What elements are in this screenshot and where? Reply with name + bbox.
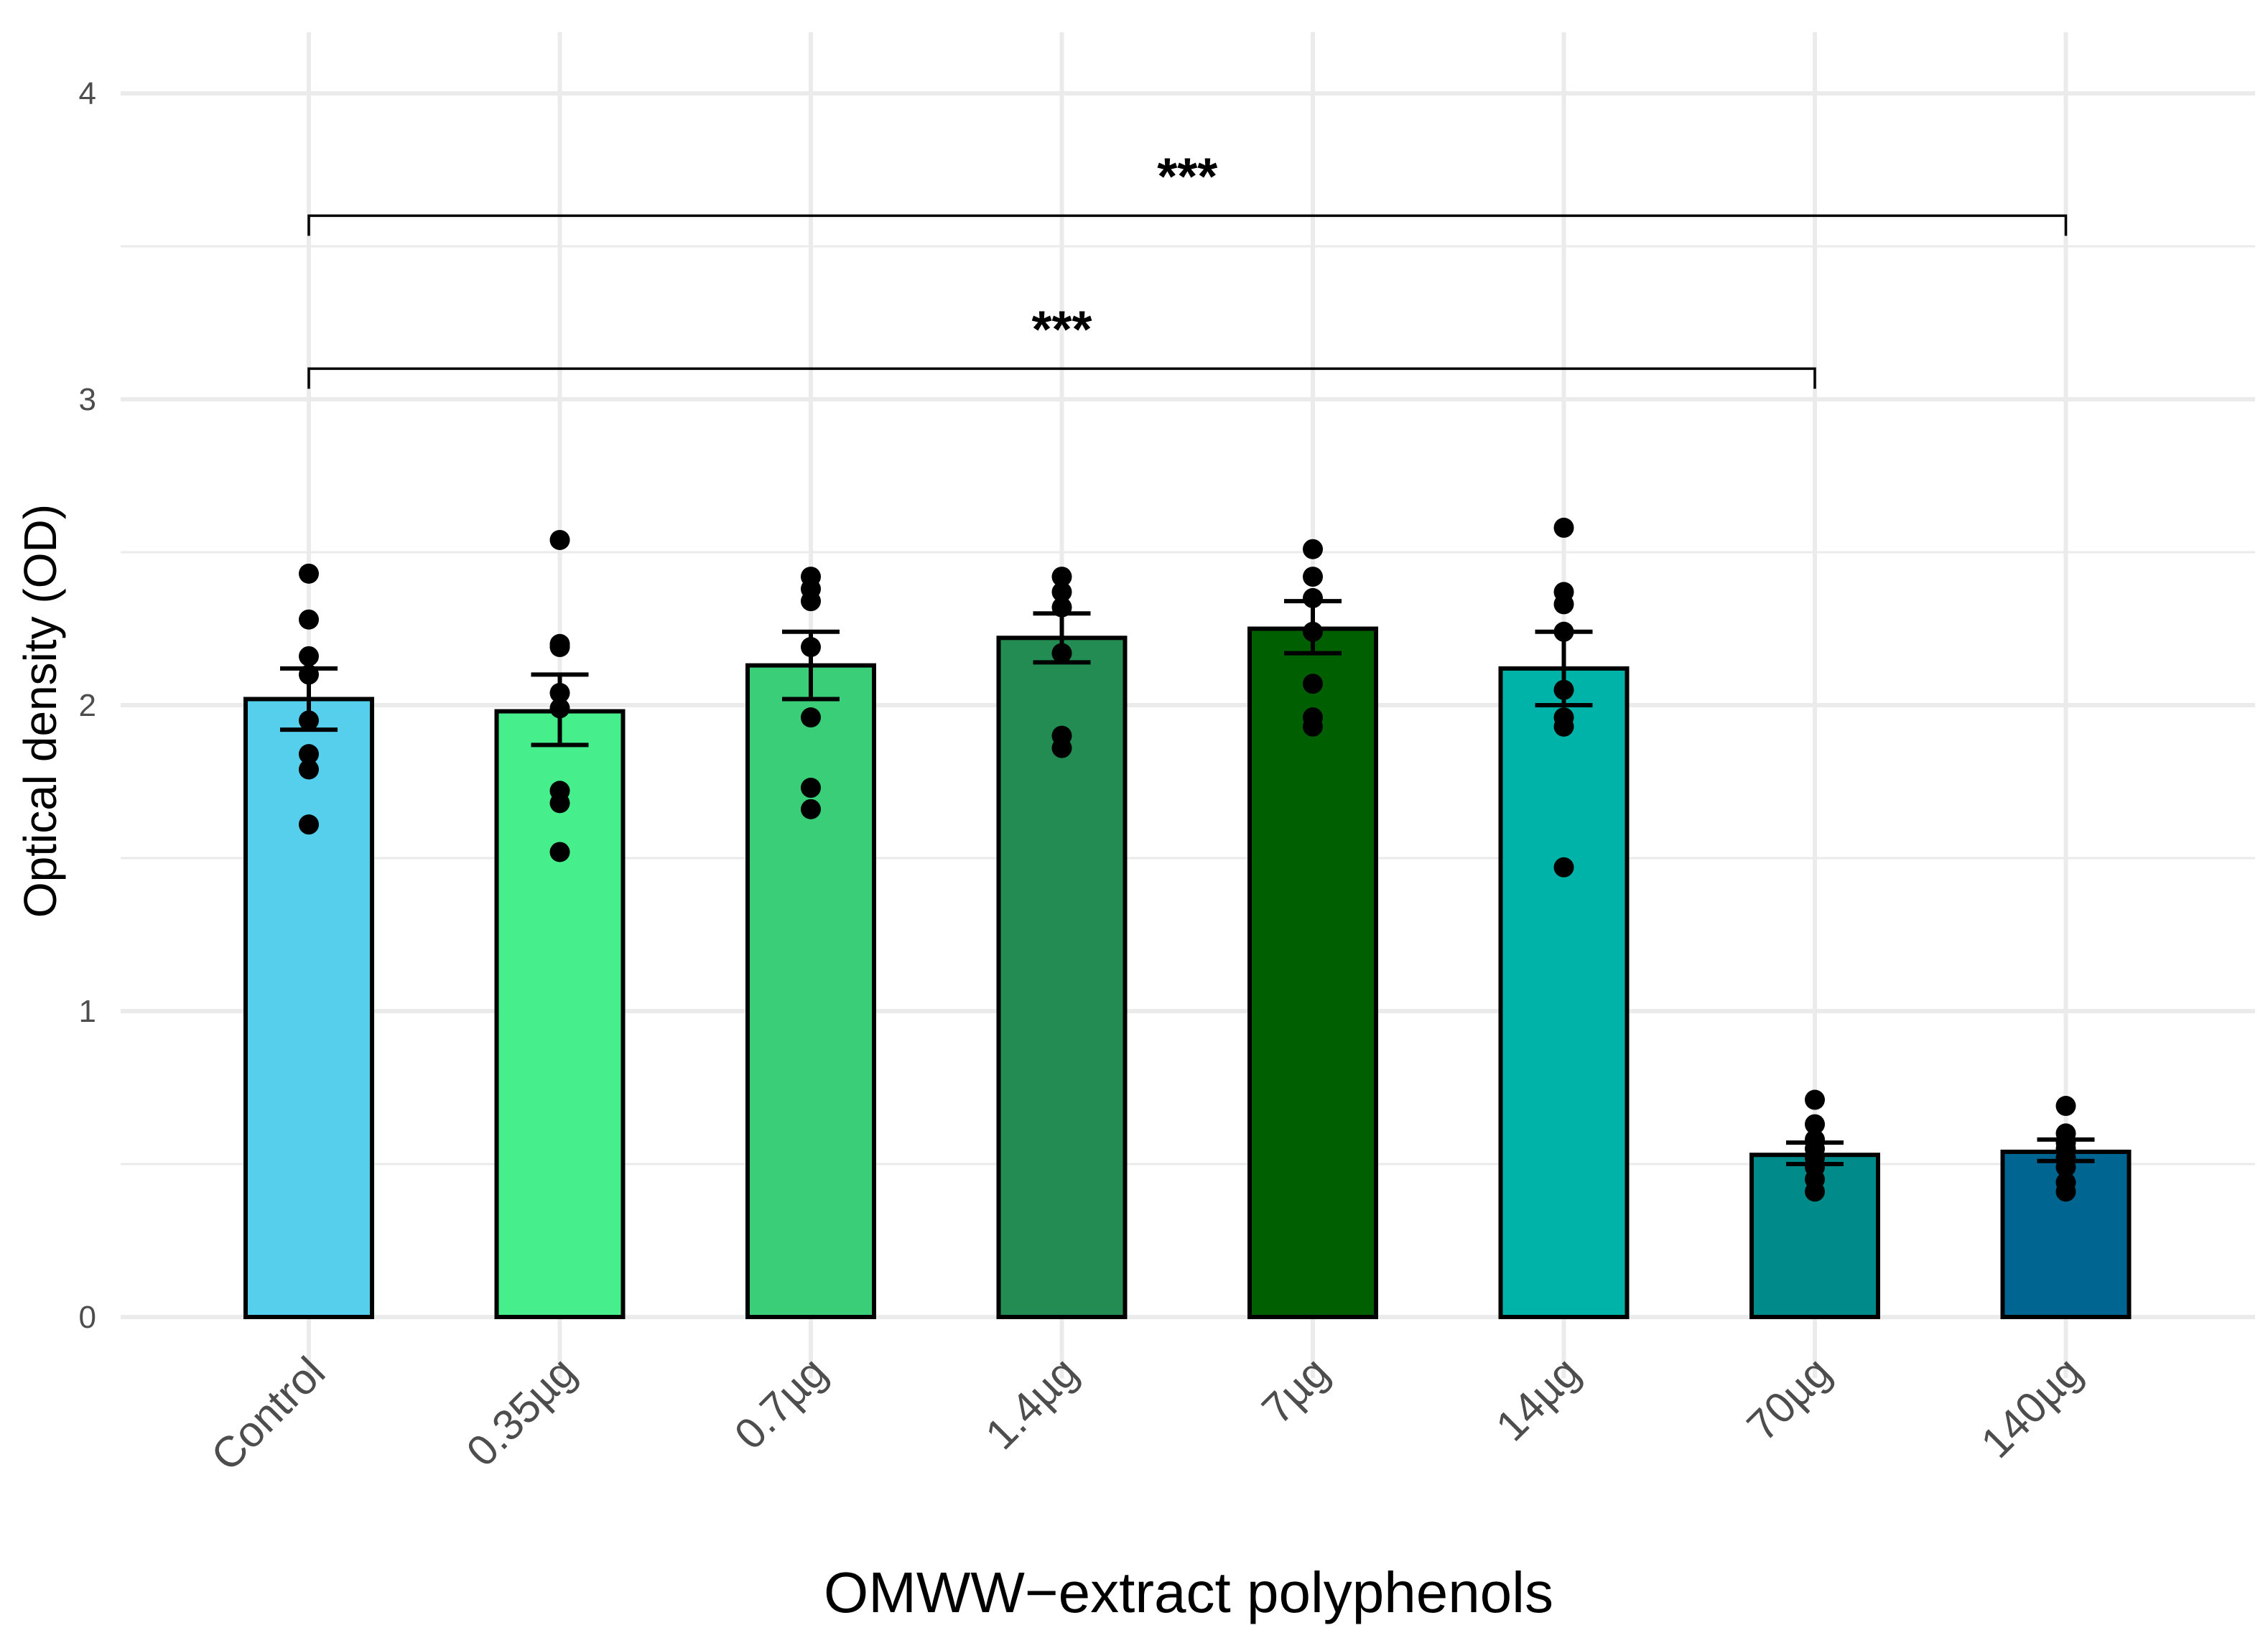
data-point	[1303, 674, 1323, 694]
data-point	[549, 793, 570, 814]
data-point	[801, 799, 821, 819]
x-tick-label: 70µg	[1738, 1348, 1841, 1451]
data-point	[1051, 582, 1072, 602]
data-point	[1805, 1114, 1825, 1135]
bar	[1247, 626, 1378, 1319]
bar	[745, 663, 876, 1319]
data-point	[1553, 594, 1574, 615]
grid	[121, 32, 2255, 1379]
x-tick-label: 14µg	[1487, 1348, 1589, 1451]
y-axis-ticks: 0 1 2 3 4	[79, 76, 96, 1335]
y-tick-label: 0	[79, 1300, 96, 1335]
bars	[243, 626, 2132, 1319]
data-point	[1805, 1181, 1825, 1202]
data-point	[549, 698, 570, 719]
data-points	[299, 517, 2076, 1202]
y-tick-label: 4	[79, 76, 96, 111]
data-point	[299, 814, 319, 835]
data-point	[549, 682, 570, 703]
bar	[243, 697, 374, 1319]
x-tick-label: 7µg	[1252, 1348, 1338, 1433]
data-point	[1553, 679, 1574, 700]
data-point	[299, 664, 319, 685]
significance-brackets: *** ***	[307, 148, 2068, 389]
data-point	[549, 529, 570, 550]
data-point	[1303, 567, 1323, 587]
data-point	[801, 591, 821, 612]
data-point	[299, 710, 319, 731]
data-point	[299, 759, 319, 780]
data-point	[1051, 643, 1072, 664]
data-point	[801, 637, 821, 658]
y-tick-label: 2	[79, 688, 96, 723]
significance-label: ***	[1157, 148, 1217, 205]
data-point	[1051, 737, 1072, 758]
x-tick-label: 0.7µg	[725, 1348, 836, 1458]
data-point	[1303, 716, 1323, 737]
significance-bracket	[307, 214, 2068, 236]
data-point	[549, 637, 570, 658]
significance-label: ***	[1031, 301, 1092, 358]
x-tick-label: 0.35µg	[457, 1348, 585, 1476]
data-point	[1805, 1089, 1825, 1110]
data-point	[1303, 621, 1323, 642]
y-tick-label: 3	[79, 382, 96, 417]
bar	[1498, 666, 1630, 1319]
y-axis-title: Optical density (OD)	[14, 504, 66, 918]
data-point	[1553, 517, 1574, 538]
data-point	[2055, 1181, 2076, 1202]
data-point	[2055, 1157, 2076, 1178]
data-point	[299, 563, 319, 584]
data-point	[299, 744, 319, 765]
data-point	[801, 778, 821, 799]
data-point	[1051, 597, 1072, 618]
data-point	[1051, 567, 1072, 587]
significance-bracket	[307, 367, 1816, 389]
data-point	[801, 707, 821, 728]
data-point	[299, 646, 319, 666]
data-point	[1303, 587, 1323, 608]
bar	[996, 636, 1128, 1319]
data-point	[1553, 857, 1574, 878]
x-axis-title: OMWW−extract polyphenols	[824, 1560, 1553, 1624]
data-point	[299, 609, 319, 630]
y-tick-label: 1	[79, 994, 96, 1029]
data-point	[1553, 716, 1574, 737]
data-point	[1303, 539, 1323, 559]
x-tick-label: 140µg	[1971, 1348, 2091, 1467]
x-axis-ticks: Control 0.35µg 0.7µg 1.4µg 7µg 14µg 70µg 140µg	[202, 1348, 2091, 1480]
x-tick-label: Control	[202, 1348, 334, 1480]
x-tick-label: 1.4µg	[976, 1348, 1087, 1458]
data-point	[2055, 1096, 2076, 1117]
data-point	[549, 842, 570, 862]
data-point	[1553, 621, 1574, 642]
